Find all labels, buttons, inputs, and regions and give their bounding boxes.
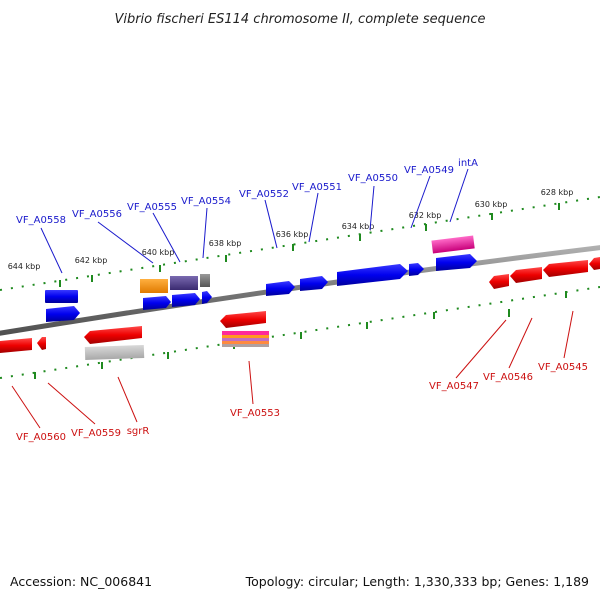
gene-stripe bbox=[222, 341, 269, 344]
forward-leaders bbox=[40, 168, 469, 274]
gene-label[interactable]: VF_A0555 bbox=[127, 202, 177, 213]
gene-label[interactable]: VF_A0553 bbox=[230, 408, 280, 419]
reverse-gene-labels: VF_A0560 VF_A0559 sgrR VF_A0553 VF_A0547… bbox=[16, 362, 588, 443]
gene-label[interactable]: VF_A0549 bbox=[404, 165, 454, 176]
gene-feature-vf-a0552[interactable] bbox=[266, 281, 295, 296]
gene-feature-vf-a0550[interactable] bbox=[337, 264, 408, 286]
tick-label: 634 kbp bbox=[342, 222, 375, 231]
reverse-leaders bbox=[11, 310, 574, 429]
gene-label[interactable]: intA bbox=[458, 158, 478, 169]
gene-feature-orange[interactable] bbox=[140, 279, 168, 293]
gene-feature-vf-a0551[interactable] bbox=[300, 276, 328, 291]
gene-feature-vf-a0549[interactable] bbox=[409, 263, 424, 276]
gene-feature[interactable] bbox=[143, 296, 171, 310]
gene-feature-vf-a0553[interactable] bbox=[220, 311, 266, 328]
gene-label[interactable]: VF_A0546 bbox=[483, 372, 533, 383]
gene-feature[interactable] bbox=[46, 306, 80, 322]
gene-label[interactable]: VF_A0552 bbox=[239, 189, 289, 200]
forward-gene-labels: VF_A0558 VF_A0556 VF_A0555 VF_A0554 VF_A… bbox=[16, 158, 478, 226]
gene-feature-vf-a0558[interactable] bbox=[45, 290, 78, 303]
gene-feature[interactable] bbox=[202, 291, 212, 304]
gene-feature-inta[interactable] bbox=[431, 235, 475, 254]
reverse-genes bbox=[0, 257, 600, 361]
forward-genes bbox=[45, 235, 477, 322]
tick-labels-top: 644 kbp 642 kbp 640 kbp 638 kbp 636 kbp … bbox=[8, 188, 574, 271]
gene-label[interactable]: VF_A0550 bbox=[348, 173, 398, 184]
gene-feature[interactable] bbox=[172, 293, 200, 307]
gene-label[interactable]: VF_A0545 bbox=[538, 362, 588, 373]
gene-feature-stack[interactable] bbox=[222, 331, 269, 347]
tick-label: 628 kbp bbox=[541, 188, 574, 197]
gene-label[interactable]: VF_A0551 bbox=[292, 182, 342, 193]
gene-feature-gray[interactable] bbox=[200, 274, 210, 287]
tick-label: 640 kbp bbox=[142, 248, 175, 257]
gene-feature-vf-a0545[interactable] bbox=[543, 260, 588, 277]
tick-label: 630 kbp bbox=[475, 200, 508, 209]
summary-text: Topology: circular; Length: 1,330,333 bp… bbox=[245, 574, 589, 589]
gene-label[interactable]: VF_A0556 bbox=[72, 209, 122, 220]
gene-feature-sgrr[interactable] bbox=[84, 344, 145, 361]
map-title: Vibrio fischeri ES114 chromosome II, com… bbox=[114, 12, 485, 27]
gene-feature-vf-a0559[interactable] bbox=[84, 326, 142, 344]
gene-feature-vf-a0547[interactable] bbox=[489, 274, 509, 289]
gene-stripe bbox=[222, 331, 269, 335]
tick-label: 636 kbp bbox=[276, 230, 309, 239]
gene-feature[interactable] bbox=[436, 254, 477, 271]
gene-label[interactable]: VF_A0560 bbox=[16, 432, 66, 443]
gene-feature-purple[interactable] bbox=[170, 276, 198, 290]
gene-label[interactable]: VF_A0559 bbox=[71, 428, 121, 439]
tick-label: 638 kbp bbox=[209, 239, 242, 248]
gene-feature-vf-a0560[interactable] bbox=[0, 338, 32, 353]
gene-label[interactable]: VF_A0547 bbox=[429, 381, 479, 392]
gene-feature[interactable] bbox=[589, 257, 600, 270]
gene-label[interactable]: VF_A0554 bbox=[181, 196, 231, 207]
gene-label[interactable]: VF_A0558 bbox=[16, 215, 66, 226]
tick-label: 632 kbp bbox=[409, 211, 442, 220]
gene-feature[interactable] bbox=[37, 337, 46, 350]
gene-feature-vf-a0546[interactable] bbox=[510, 267, 542, 283]
accession-text: Accession: NC_006841 bbox=[10, 574, 152, 589]
gene-label[interactable]: sgrR bbox=[127, 426, 150, 437]
tick-track-top bbox=[0, 196, 600, 291]
gene-stripe bbox=[222, 335, 269, 338]
gene-stripe bbox=[222, 344, 269, 347]
tick-label: 642 kbp bbox=[75, 256, 108, 265]
gene-stripe bbox=[222, 338, 269, 341]
tick-label: 644 kbp bbox=[8, 262, 41, 271]
